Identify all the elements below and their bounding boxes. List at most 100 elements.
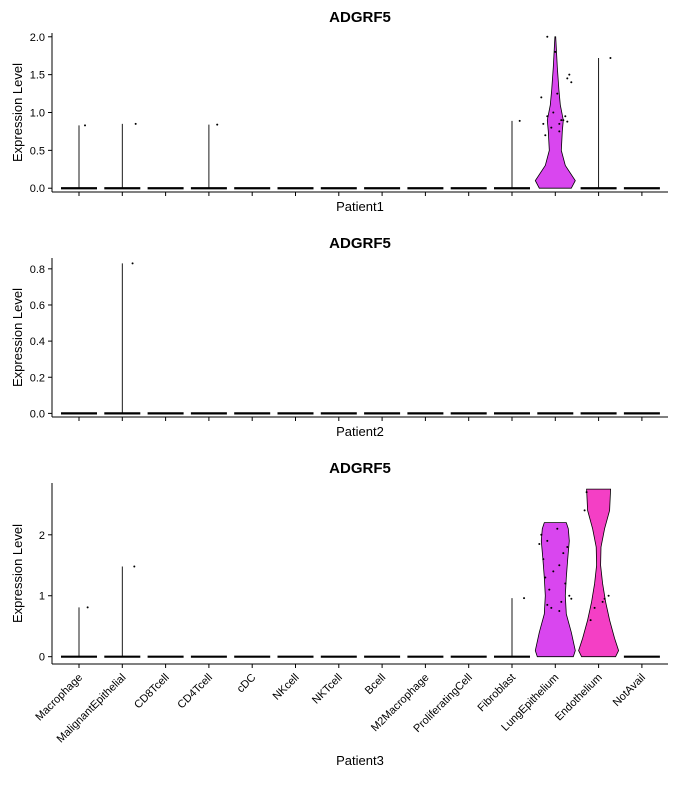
data-point [601,600,604,603]
violin-Endothelium [580,56,617,190]
violin-Fibroblast [494,597,530,658]
violin-body [534,36,576,189]
data-point [216,123,219,126]
y-tick-label: 0.6 [30,300,45,312]
y-tick-label: 0.8 [30,264,45,276]
data-point [548,588,551,591]
y-axis-label: Expression Level [10,63,25,162]
x-axis-label: Patient3 [336,753,384,768]
violin-body [534,522,576,658]
violin-body [578,488,620,658]
data-point [558,122,561,125]
violin-MalignantEpithelial [104,262,141,415]
data-point [546,115,549,118]
y-tick-label: 1 [39,591,45,603]
violin-LungEpithelium [534,35,576,189]
violin-CD4Tcell [190,123,227,190]
data-point [564,115,567,118]
data-point [133,565,136,568]
data-point [546,539,549,542]
data-point [546,35,549,38]
violin-LungEpithelium [534,522,576,658]
data-point [540,96,543,99]
y-tick-label: 2.0 [30,32,45,44]
data-point [560,119,563,122]
category-label: Fibroblast [475,672,518,715]
violin-Macrophage [61,606,97,658]
violin-MalignantEpithelial [104,565,141,658]
data-point [558,564,561,567]
data-point [552,111,555,114]
data-point [568,594,571,597]
y-axis-label: Expression Level [10,288,25,387]
data-point [566,545,569,548]
data-point [607,594,610,597]
category-label: NKTcell [310,672,345,707]
data-point [570,597,573,600]
panel-title: ADGRF5 [329,235,391,252]
data-point [556,527,559,530]
category-label: NotAvail [611,672,648,709]
violin-Fibroblast [494,119,530,190]
data-point [554,50,557,53]
data-point [562,552,565,555]
panel-title: ADGRF5 [329,9,391,26]
y-tick-label: 0.5 [30,145,45,157]
y-axis-label: Expression Level [10,524,25,623]
x-axis-label: Patient1 [336,199,384,214]
data-point [564,582,567,585]
data-point [86,606,89,609]
y-tick-label: 0.4 [30,336,45,348]
violin-Macrophage [61,124,97,190]
data-point [566,120,569,123]
data-point [550,606,553,609]
y-tick-label: 0.0 [30,183,45,195]
data-point [540,533,543,536]
x-axis-label: Patient2 [336,424,384,439]
data-point [562,119,565,122]
panel-2: ADGRF5 0.0 0.2 0.4 0.6 0.8 Expression Level Pat… [10,235,668,439]
y-tick-label: 0.2 [30,372,45,384]
data-point [568,73,571,76]
data-point [523,597,526,600]
data-point [585,491,588,494]
data-point [550,126,553,129]
violin-MalignantEpithelial [104,122,141,190]
category-label: Bcell [363,672,388,697]
category-label: CD8Tcell [132,672,172,712]
category-label: NKcell [271,672,302,703]
data-point [570,81,573,84]
data-point [556,92,559,95]
y-tick-label: 2 [39,530,45,542]
y-tick-label: 0 [39,652,45,664]
data-point [589,619,592,622]
data-point [518,119,521,122]
data-point [544,576,547,579]
y-tick-label: 1.5 [30,70,45,82]
violin-Endothelium [578,488,620,658]
category-label: Endothelium [553,672,605,724]
data-point [538,542,541,545]
data-point [134,122,137,125]
data-point [546,603,549,606]
data-point [544,134,547,137]
data-point [552,570,555,573]
data-point [609,56,612,59]
panel-1: ADGRF5 0.0 0.5 1.0 1.5 2.0 Expression Level Pat… [10,9,668,214]
category-label: CD4Tcell [175,672,215,712]
data-point [560,600,563,603]
category-label: cDC [235,672,259,696]
data-point [558,130,561,133]
data-point [566,77,569,80]
data-point [603,597,606,600]
data-point [542,122,545,125]
data-point [583,509,586,512]
data-point [542,558,545,561]
y-tick-label: 0.0 [30,408,45,420]
data-point [558,609,561,612]
y-tick-label: 1.0 [30,108,45,120]
data-point [131,262,134,265]
